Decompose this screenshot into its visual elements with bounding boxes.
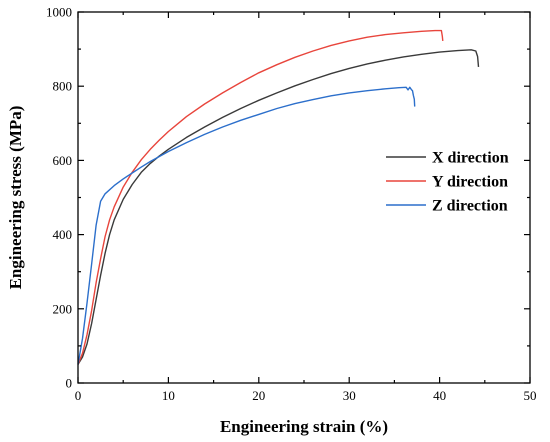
x-tick-label: 30 [343,388,356,403]
series-line-x-direction [77,49,480,365]
y-tick-label: 800 [53,79,73,94]
axis-ticks-group: 0 10 20 30 40 50 0 200 400 600 800 1000 [46,5,537,404]
x-axis-title: Engineering strain (%) [220,417,388,436]
y-axis-title: Engineering stress (MPa) [6,106,25,290]
x-tick-label: 0 [75,388,82,403]
legend-label-x-direction: X direction [432,150,509,167]
x-tick-label: 10 [162,388,175,403]
series-line-z-direction [77,86,416,365]
series-line-y-direction [77,29,444,365]
y-tick-label: 200 [53,301,73,316]
plot-series-group [77,29,480,365]
y-tick-label: 1000 [46,5,72,20]
x-tick-label: 40 [433,388,446,403]
legend: X direction Y direction Z direction [386,150,509,215]
y-tick-label: 0 [66,376,73,391]
y-tick-label: 400 [53,227,73,242]
y-tick-label: 600 [53,153,73,168]
legend-label-z-direction: Z direction [432,198,508,215]
legend-label-y-direction: Y direction [432,174,508,191]
x-tick-label: 50 [524,388,537,403]
x-tick-label: 20 [252,388,265,403]
